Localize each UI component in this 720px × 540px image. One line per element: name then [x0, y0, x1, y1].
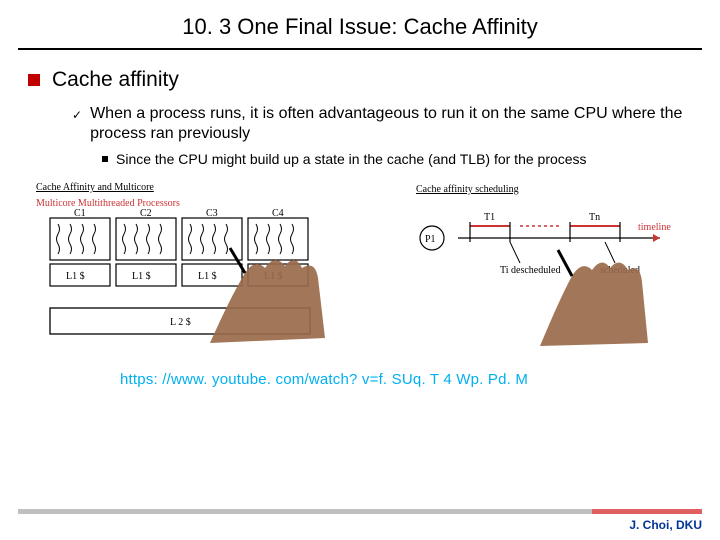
check-bullet-icon: ✓	[72, 108, 82, 122]
square-small-bullet-icon	[102, 156, 108, 162]
timeline-svg: Cache affinity scheduling P1 timeline T1…	[410, 178, 690, 348]
svg-text:C1: C1	[74, 208, 86, 219]
svg-text:C2: C2	[140, 208, 152, 219]
right-title: Cache affinity scheduling	[416, 184, 519, 195]
multicore-diagram: Cache Affinity and Multicore Multicore M…	[30, 178, 360, 353]
bullet-level2: ✓ When a process runs, it is often advan…	[72, 104, 690, 144]
footer-bar	[18, 509, 702, 514]
svg-text:C4: C4	[272, 208, 284, 219]
svg-text:Tn: Tn	[589, 212, 600, 223]
svg-text:C3: C3	[206, 208, 218, 219]
footer-bar-grey	[18, 509, 592, 514]
bullet-l2-text: When a process runs, it is often advanta…	[90, 104, 690, 144]
bullet-l1-text: Cache affinity	[52, 68, 179, 92]
left-subtitle: Multicore Multithreaded Processors	[36, 198, 180, 209]
l2-label: L 2 $	[170, 317, 191, 328]
square-bullet-icon	[28, 74, 40, 86]
footer-author: J. Choi, DKU	[629, 518, 702, 532]
hand-illustration-left	[210, 260, 325, 343]
bullet-l3-text: Since the CPU might build up a state in …	[116, 150, 587, 168]
youtube-link[interactable]: https: //www. youtube. com/watch? v=f. S…	[120, 371, 720, 388]
bullet-level3: Since the CPU might build up a state in …	[102, 150, 690, 168]
left-title: Cache Affinity and Multicore	[36, 182, 154, 193]
title-underline	[18, 48, 702, 50]
svg-text:L1 $: L1 $	[132, 271, 151, 282]
descheduled-label: Ti descheduled	[500, 265, 560, 276]
svg-text:L1 $: L1 $	[66, 271, 85, 282]
svg-text:L1 $: L1 $	[198, 271, 217, 282]
timeline-diagram: Cache affinity scheduling P1 timeline T1…	[410, 178, 690, 353]
diagrams-row: Cache Affinity and Multicore Multicore M…	[30, 178, 690, 353]
footer-bar-accent	[592, 509, 702, 514]
process-label: P1	[425, 234, 436, 245]
timeline-label: timeline	[638, 222, 671, 233]
svg-text:T1: T1	[484, 212, 495, 223]
multicore-svg: Cache Affinity and Multicore Multicore M…	[30, 178, 360, 348]
bullet-level1: Cache affinity	[28, 68, 720, 92]
slide-title: 10. 3 One Final Issue: Cache Affinity	[0, 0, 720, 48]
